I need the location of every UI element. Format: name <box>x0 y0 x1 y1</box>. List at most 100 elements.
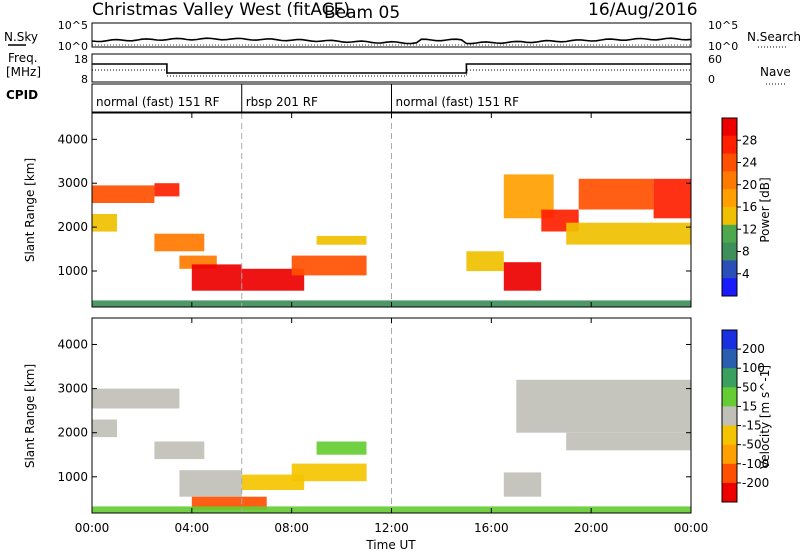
sky-noise-line <box>91 37 692 45</box>
colorbar-swatch <box>722 463 737 484</box>
y-tick-label: 4000 <box>57 337 88 351</box>
colorbar-tick-label: -15 <box>742 419 762 433</box>
frequency-line <box>92 63 691 74</box>
y-tick-label: 1000 <box>57 264 88 278</box>
echo-region <box>241 268 305 291</box>
y-tick-label: 4000 <box>57 132 88 146</box>
search-right-label: N.Search <box>747 30 800 44</box>
echo-region <box>179 470 242 497</box>
freq-left-label-1: Freq. <box>8 51 38 65</box>
cpid-segment-label: normal (fast) 151 RF <box>396 95 520 109</box>
freq-left-tick-top: 18 <box>74 53 88 66</box>
echo-region <box>316 441 367 455</box>
colorbar-tick-label: 16 <box>742 200 757 214</box>
y-tick-label: 3000 <box>57 382 88 396</box>
colorbar-tick-label: 24 <box>742 156 757 170</box>
y-tick-label: 1000 <box>57 470 88 484</box>
colorbar-tick-label: 20 <box>742 178 757 192</box>
echo-region <box>503 262 542 291</box>
colorbar-swatch <box>722 135 737 155</box>
colorbar-swatch <box>722 153 737 172</box>
echo-region <box>516 379 691 433</box>
echo-region <box>241 474 305 490</box>
colorbar-swatch <box>722 242 737 261</box>
freq-right-tick-top: 60 <box>708 53 722 66</box>
colorbar-swatch <box>722 278 737 297</box>
power-echoes <box>92 174 691 307</box>
velocity-y-axis: 1000 2000 3000 4000 <box>57 337 691 484</box>
figure-title: Christmas Valley West (fitACF) <box>92 0 350 20</box>
colorbar-swatch <box>722 118 737 137</box>
x-tick-label: 20:00 <box>574 521 609 535</box>
x-tick-label: 12:00 <box>374 521 409 535</box>
power-colorbar-label: Power [dB] <box>758 177 772 242</box>
colorbar-swatch <box>722 189 737 208</box>
power-y-axis: 1000 2000 3000 4000 <box>57 132 691 278</box>
sky-strip-frame <box>91 22 692 48</box>
colorbar-swatch <box>722 406 737 426</box>
colorbar-tick-label: 50 <box>742 380 757 394</box>
cpid-label: CPID <box>6 88 38 102</box>
colorbar-swatch <box>722 368 737 388</box>
echo-region <box>92 419 117 438</box>
echo-region <box>316 235 367 245</box>
sky-left-label: N.Sky <box>4 30 38 44</box>
sky-right-tick-bottom: 10^0 <box>708 40 738 53</box>
echo-region <box>653 178 691 219</box>
colorbar-swatch <box>722 349 737 369</box>
power-y-label: Slant Range [km] <box>23 158 37 262</box>
x-axis-label: Time UT <box>365 538 416 552</box>
echo-region <box>566 432 691 451</box>
echo-region <box>154 233 205 252</box>
colorbar-tick-label: -100 <box>742 457 769 471</box>
power-mode-lines <box>241 113 392 307</box>
x-tick-label: 00:00 <box>674 521 709 535</box>
freq-strip-frame <box>91 53 692 83</box>
colorbar-swatch <box>722 425 737 446</box>
colorbar-tick-label: 8 <box>742 245 750 259</box>
freq-left-label-2: [MHz] <box>6 65 41 79</box>
power-colorbar: 28 24 20 16 12 8 4 <box>721 117 757 297</box>
echo-region <box>578 178 654 210</box>
velocity-colorbar-label: Velocity [m s^-1] <box>758 365 772 469</box>
date-label: 16/Aug/2016 <box>588 0 698 20</box>
cpid-segment-label: normal (fast) 151 RF <box>96 95 220 109</box>
nave-line <box>92 69 691 77</box>
x-tick-label: 04:00 <box>175 521 210 535</box>
sky-left-tick-top: 10^5 <box>58 19 88 32</box>
echo-region <box>154 441 205 460</box>
echo-region <box>92 185 155 203</box>
echo-region <box>291 255 367 276</box>
echo-region <box>92 214 117 232</box>
echo-region <box>466 251 504 272</box>
colorbar-swatch <box>722 207 737 226</box>
velocity-y-label: Slant Range [km] <box>23 364 37 468</box>
time-x-axis: 00:00 04:00 08:00 12:00 16:00 20:00 00:00 <box>75 113 709 535</box>
x-tick-label: 08:00 <box>274 521 309 535</box>
colorbar-tick-label: -200 <box>742 476 769 490</box>
colorbar-swatch <box>722 260 737 279</box>
beam-label: Beam 05 <box>324 3 400 23</box>
cpid-segment-label: rbsp 201 RF <box>246 95 318 109</box>
echo-region <box>92 388 180 409</box>
colorbar-swatch <box>722 171 737 190</box>
freq-right-tick-bottom: 0 <box>708 73 715 86</box>
colorbar-tick-label: 12 <box>742 222 757 236</box>
echo-region <box>291 463 367 482</box>
echo-region <box>503 472 542 497</box>
freq-left-tick-bottom: 8 <box>81 73 88 86</box>
echo-region <box>154 183 180 197</box>
velocity-mode-lines <box>241 318 392 513</box>
colorbar-frame <box>721 329 738 503</box>
echo-region <box>566 222 691 245</box>
colorbar-tick-label: 15 <box>742 399 757 413</box>
y-tick-label: 2000 <box>57 220 88 234</box>
y-tick-label: 3000 <box>57 176 88 190</box>
colorbar-tick-label: 4 <box>742 267 750 281</box>
colorbar-swatch <box>722 387 737 407</box>
cpid-segments: normal (fast) 151 RF rbsp 201 RF normal (f… <box>96 84 519 112</box>
colorbar-tick-label: 100 <box>742 361 765 375</box>
echo-region <box>191 264 242 291</box>
x-tick-label: 00:00 <box>75 521 110 535</box>
